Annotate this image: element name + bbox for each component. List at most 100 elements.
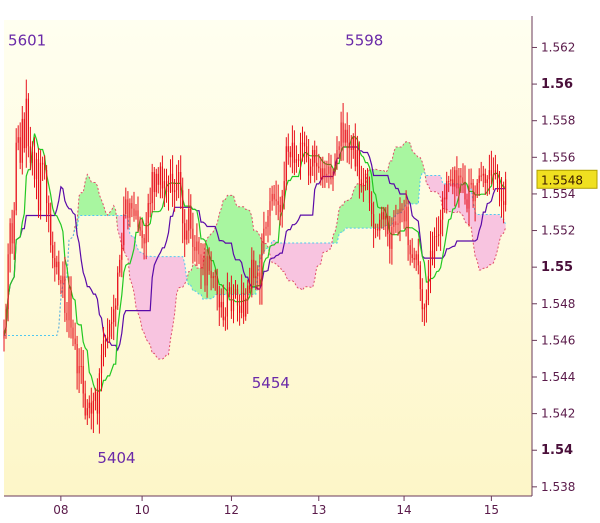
candle-body [214, 276, 216, 278]
bear-cloud-area [270, 235, 333, 291]
candle-body [66, 312, 68, 321]
candle-body [186, 230, 188, 240]
bull-cloud-area [4, 174, 118, 336]
candle-body [285, 146, 287, 182]
candle-body [145, 223, 147, 244]
candle-body [143, 237, 145, 244]
candle-body [277, 201, 279, 205]
y-tick-label: 1.556 [541, 150, 575, 164]
candle-body [348, 142, 350, 149]
price-annotation: 5404 [97, 449, 135, 467]
candle-body [261, 243, 263, 286]
candle-body [19, 137, 21, 163]
candle-body [470, 182, 472, 185]
candle-body [111, 322, 113, 324]
candle-body [239, 305, 241, 313]
candle-body [462, 177, 464, 183]
candle-body [94, 391, 96, 401]
candle-body [444, 197, 446, 200]
candle-body [297, 159, 300, 161]
candle-body [334, 164, 336, 172]
candle-body [393, 221, 395, 227]
candle-body [253, 259, 255, 279]
candle-body [210, 270, 212, 279]
candle-body [29, 146, 31, 163]
y-tick-label: 1.546 [541, 333, 575, 347]
candle-body [33, 151, 36, 180]
candle-body [397, 223, 399, 225]
candle-body [488, 170, 490, 180]
candle-body [381, 212, 383, 220]
price-annotation: 5601 [8, 32, 46, 50]
candle-body [230, 287, 232, 312]
candle-body [25, 98, 27, 149]
candle-body [123, 214, 125, 246]
candle-body [255, 276, 257, 279]
candle-body [220, 301, 222, 308]
candle-body [224, 316, 226, 321]
candle-body [70, 287, 72, 328]
candle-body [411, 254, 413, 258]
y-tick-label: 1.542 [541, 407, 575, 421]
candle-body [301, 142, 304, 144]
candle-body [119, 259, 121, 273]
x-tick-label: 12 [224, 503, 239, 517]
candle-body [421, 289, 423, 310]
candle-body [196, 241, 198, 251]
candle-body [62, 276, 64, 284]
candle-body [194, 247, 196, 251]
candle-body [391, 226, 393, 249]
candle-body [498, 182, 501, 191]
candle-body [113, 309, 115, 323]
candle-body [42, 162, 44, 165]
candle-body [131, 203, 133, 209]
price-annotations: 5601 5598 5454 5404 [8, 32, 383, 467]
candle-body [228, 287, 230, 291]
candle-body [74, 338, 76, 345]
candle-body [31, 151, 33, 163]
candle-body [218, 294, 220, 308]
candle-body [366, 173, 369, 182]
candle-body [234, 289, 237, 295]
y-tick-label: 1.544 [541, 370, 575, 384]
x-tick-label: 08 [53, 503, 68, 517]
candle-body [482, 173, 484, 176]
candle-body [139, 226, 141, 231]
candle-body [102, 340, 105, 355]
candle-body [3, 331, 5, 339]
candle-body [505, 179, 507, 205]
candle-body [127, 199, 129, 218]
candle-body [206, 256, 208, 286]
candle-body [427, 276, 429, 301]
candle-body [468, 184, 470, 209]
candle-body [440, 219, 442, 235]
candle-body [198, 241, 200, 255]
candle-body [155, 173, 157, 193]
price-candles [3, 79, 507, 434]
candle-body [151, 172, 153, 204]
candle-body [11, 223, 13, 244]
candle-body [448, 181, 450, 183]
x-tick-label: 14 [396, 503, 411, 517]
candle-body [141, 230, 143, 238]
candle-body [64, 276, 66, 313]
candle-body [338, 146, 340, 150]
candle-body [257, 272, 259, 277]
candle-body [478, 175, 480, 183]
candle-body [44, 164, 46, 171]
candle-body [80, 366, 82, 367]
candle-body [454, 170, 456, 187]
candle-body [446, 181, 448, 200]
candle-body [188, 208, 190, 231]
candle-body [330, 166, 332, 180]
candle-body [100, 355, 103, 374]
candle-body [129, 203, 131, 218]
candle-body [23, 118, 25, 149]
candle-body [13, 210, 15, 244]
candle-body [39, 162, 42, 211]
candle-body [405, 206, 407, 222]
candle-body [413, 258, 415, 260]
price-annotation: 5598 [345, 32, 383, 50]
candle-body [84, 393, 86, 416]
